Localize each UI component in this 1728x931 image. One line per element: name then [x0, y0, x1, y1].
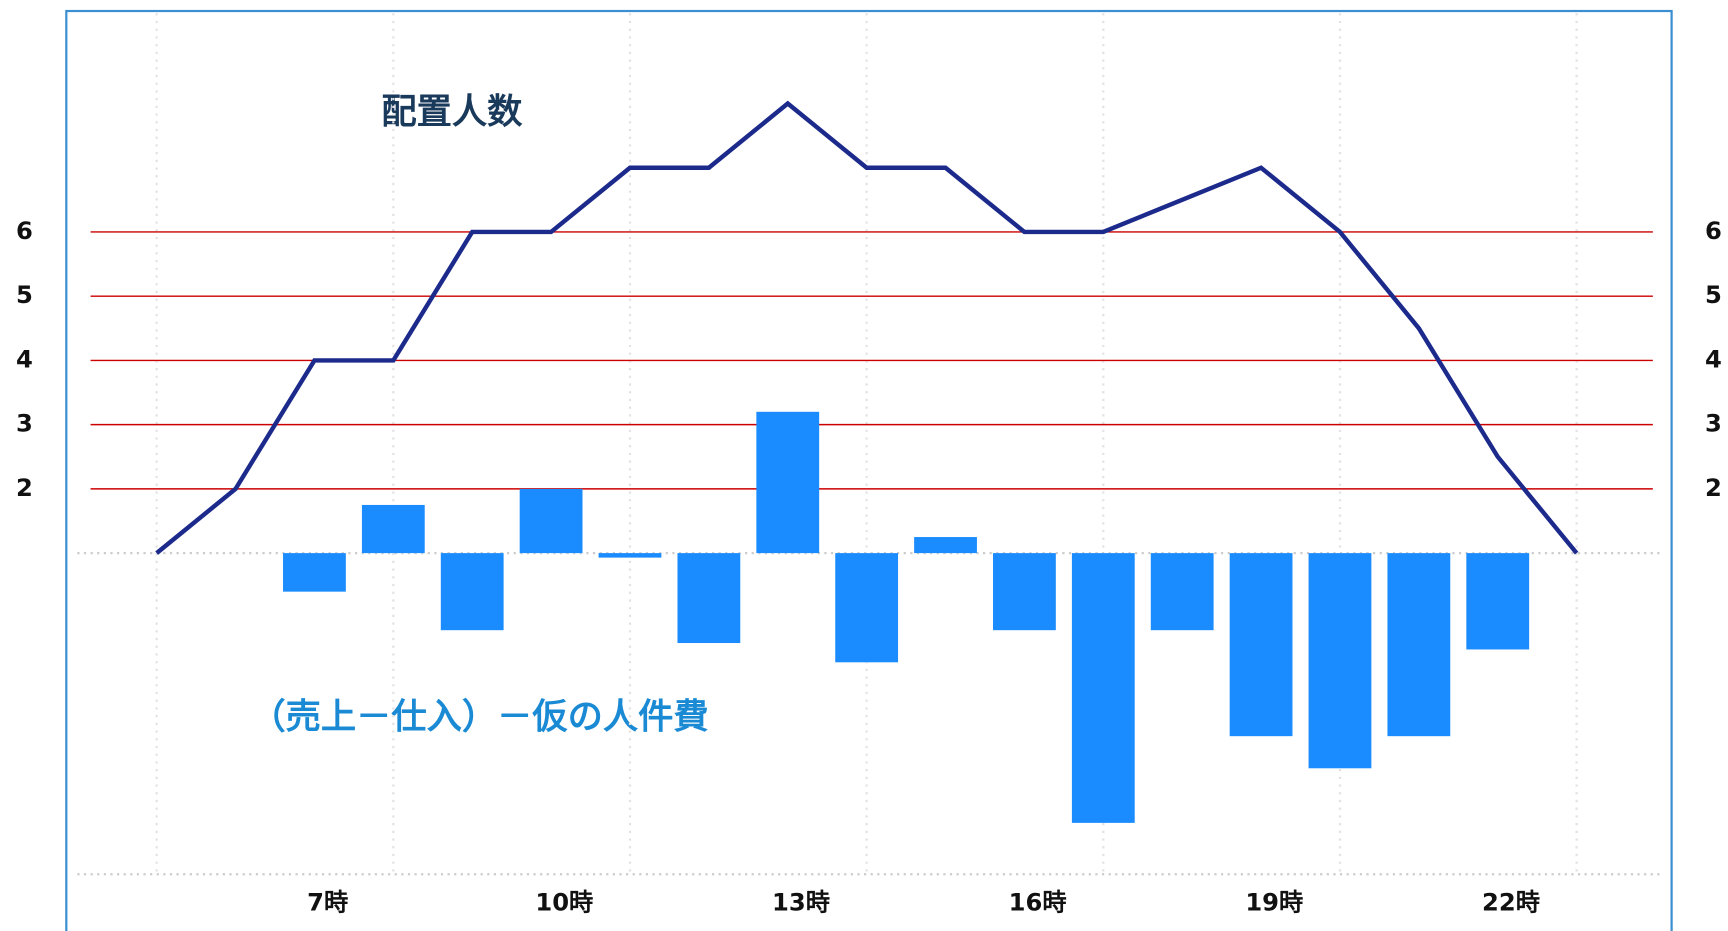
bar [1229, 553, 1293, 737]
y-tick-label: 4 [16, 345, 33, 373]
x-tick-label: 13時 [772, 888, 830, 916]
bar [1150, 553, 1214, 631]
bar-label: （売上－仕入）－仮の人件費 [250, 696, 708, 737]
y-tick-label: 2 [16, 474, 33, 502]
y2-tick-label: 3 [1705, 410, 1722, 438]
y2-tick-label: 6 [1705, 217, 1722, 245]
bar [677, 553, 741, 644]
bar [835, 553, 899, 663]
x-tick-label: 7時 [307, 888, 348, 916]
y2-tick-label: 4 [1705, 345, 1722, 373]
line-label: 配置人数 [381, 91, 523, 132]
y-tick-label: 6 [16, 217, 33, 245]
bar [1308, 553, 1372, 769]
x-tick-label: 22時 [1482, 888, 1540, 916]
x-tick-label: 10時 [535, 888, 593, 916]
bar [993, 553, 1056, 631]
y-tick-label: 3 [16, 410, 33, 438]
bar [440, 553, 504, 631]
bar [283, 553, 346, 592]
bar [1387, 553, 1451, 737]
bar [1466, 553, 1530, 650]
y2-tick-label: 5 [1705, 281, 1722, 309]
y-tick-label: 5 [16, 281, 33, 309]
bar [598, 553, 662, 558]
y2-tick-label: 2 [1705, 474, 1722, 502]
bar [914, 537, 977, 554]
x-tick-label: 16時 [1009, 888, 1067, 916]
bar [1071, 553, 1135, 823]
line [155, 100, 1579, 555]
bar [361, 504, 425, 554]
bar [756, 411, 820, 554]
bar [519, 488, 583, 554]
x-tick-label: 19時 [1245, 888, 1303, 916]
frame [65, 9, 1673, 931]
